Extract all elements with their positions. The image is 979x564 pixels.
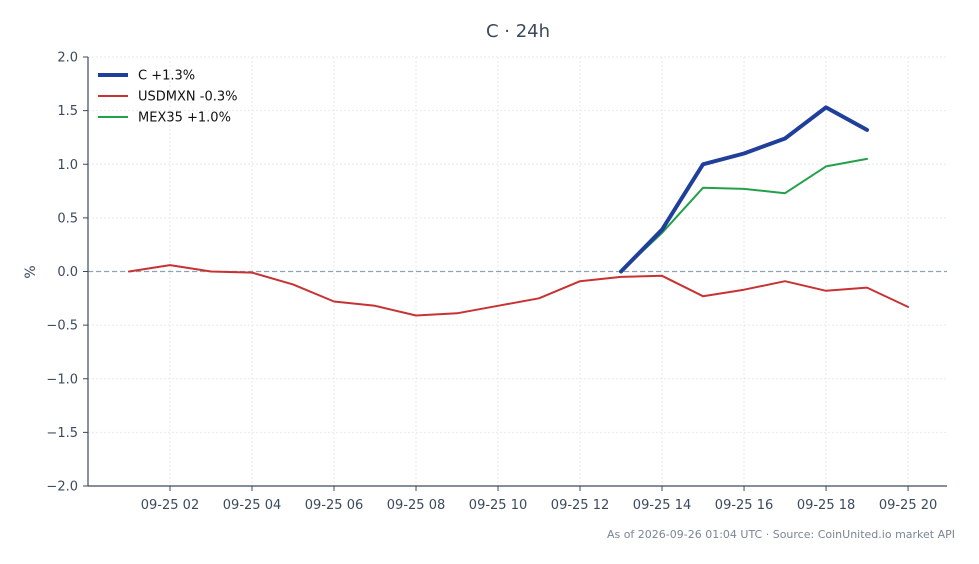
x-tick-label: 09-25 08 (387, 498, 445, 513)
y-axis-label: % (23, 265, 39, 278)
x-tick-label: 09-25 12 (551, 498, 609, 513)
y-tick-label: −0.5 (46, 319, 78, 334)
series-lines (128, 105, 909, 317)
series-line-0 (619, 105, 869, 274)
y-axis-ticks: 2.0 1.5 1.0 0.5 0.0 −0.5 −1.0 −1.5 −2.0 (46, 51, 88, 495)
x-tick-label: 09-25 18 (797, 498, 855, 513)
legend: C +1.3% USDMXN -0.3% MEX35 +1.0% (98, 69, 237, 126)
legend-label: C +1.3% (138, 69, 195, 84)
legend-label: USDMXN -0.3% (138, 90, 237, 105)
y-tick-label: 1.0 (57, 158, 78, 173)
x-tick-label: 09-25 06 (305, 498, 363, 513)
x-tick-label: 09-25 10 (469, 498, 527, 513)
x-tick-label: 09-25 16 (715, 498, 773, 513)
chart-title: C · 24h (486, 21, 550, 42)
legend-label: MEX35 +1.0% (138, 111, 231, 126)
x-tick-label: 09-25 02 (141, 498, 199, 513)
y-tick-label: 0.5 (57, 211, 78, 226)
x-axis-ticks: 09-25 02 09-25 04 09-25 06 09-25 08 09-25 10… (141, 486, 937, 513)
y-tick-label: −1.5 (46, 426, 78, 441)
grid (88, 56, 947, 487)
x-tick-label: 09-25 04 (223, 498, 281, 513)
y-tick-label: 0.0 (57, 265, 78, 280)
y-tick-label: −1.0 (46, 372, 78, 387)
series-line-2 (620, 157, 868, 273)
y-tick-label: 2.0 (57, 51, 78, 66)
y-tick-label: 1.5 (57, 104, 78, 119)
x-tick-label: 09-25 20 (879, 498, 937, 513)
y-tick-label: −2.0 (46, 480, 78, 495)
x-tick-label: 09-25 14 (633, 498, 691, 513)
chart-footer: As of 2026-09-26 01:04 UTC · Source: Coi… (607, 528, 955, 541)
series-line-1 (128, 264, 909, 317)
